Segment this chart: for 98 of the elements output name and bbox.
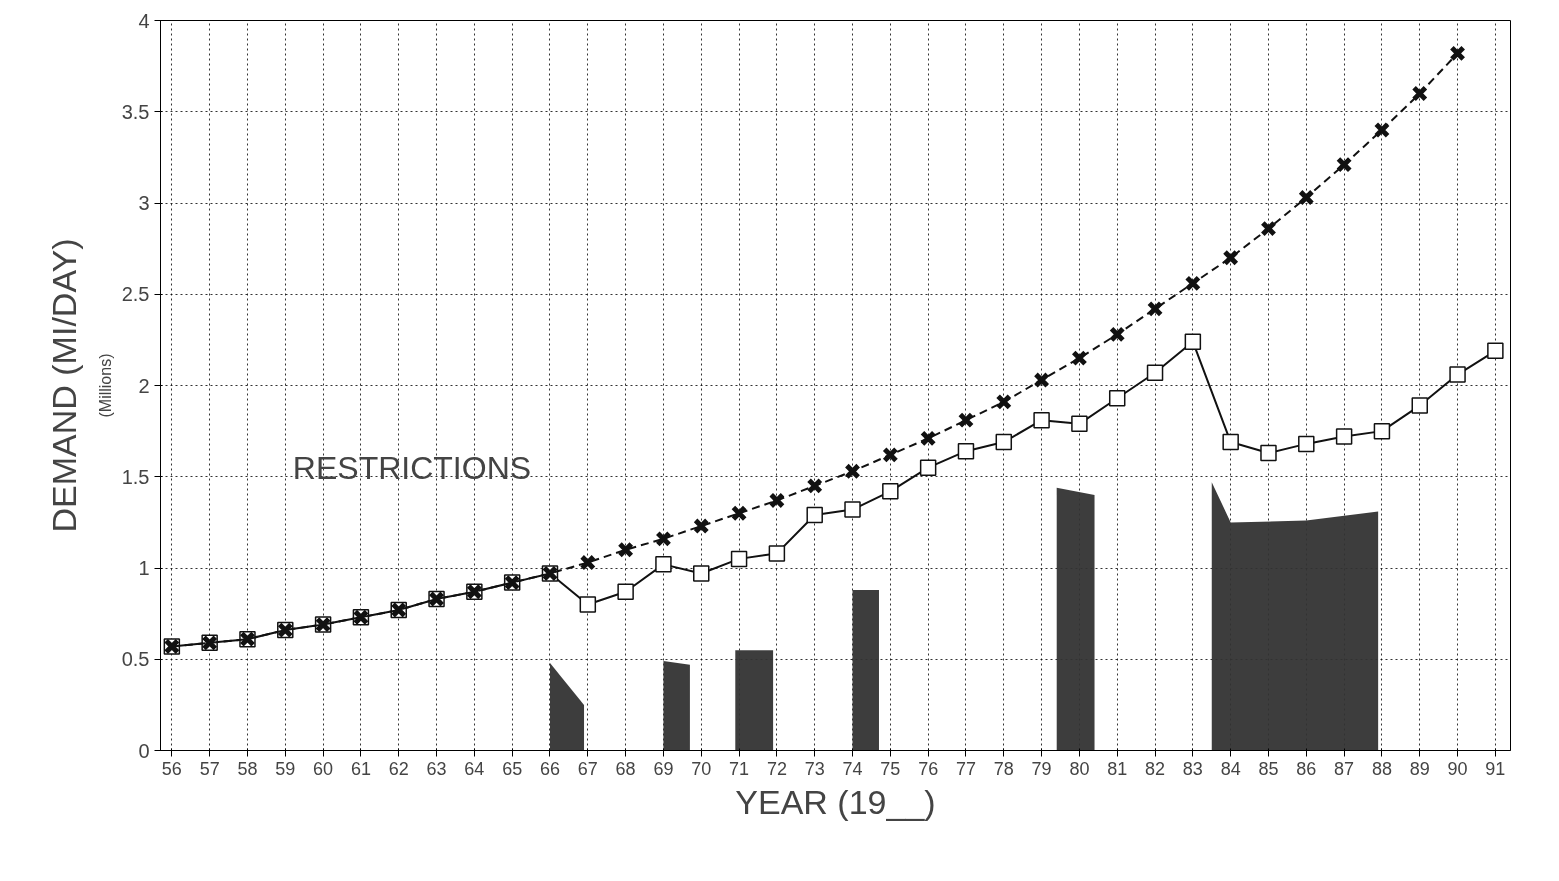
point xyxy=(1487,342,1504,360)
point xyxy=(1373,422,1391,440)
x-tick-label: 87 xyxy=(1334,758,1355,779)
x-tick-label: 79 xyxy=(1031,758,1052,779)
x-tick-label: 84 xyxy=(1220,758,1241,779)
x-tick-label: 91 xyxy=(1485,758,1506,779)
point xyxy=(1109,326,1126,343)
x-tick-label: 67 xyxy=(577,758,598,779)
point xyxy=(957,412,975,429)
point xyxy=(1222,433,1239,451)
y-tick-label: 2.5 xyxy=(121,283,150,306)
point xyxy=(693,565,710,582)
y-tick-label: 3 xyxy=(138,192,150,214)
x-tick-label: 76 xyxy=(918,758,939,779)
x-tick-label: 64 xyxy=(464,758,485,779)
point xyxy=(579,596,597,613)
point xyxy=(1071,415,1088,433)
text: (Millions) xyxy=(96,353,114,418)
x-tick-label: 56 xyxy=(161,758,182,779)
point xyxy=(995,393,1012,411)
x-tick-label: 62 xyxy=(388,758,409,779)
point xyxy=(919,459,937,476)
point xyxy=(693,517,710,535)
x-tick-label: 70 xyxy=(691,758,712,779)
x-tick-label: 65 xyxy=(502,758,523,779)
x-tick-label: 68 xyxy=(615,758,636,779)
x-tick-label: 73 xyxy=(804,758,825,779)
point xyxy=(1108,390,1126,407)
x-tick-label: 78 xyxy=(993,758,1014,779)
x-tick-label: 74 xyxy=(842,758,863,779)
x-tick-label: 77 xyxy=(955,758,976,779)
point xyxy=(1071,349,1088,367)
x-tick-label: 57 xyxy=(199,758,220,779)
point xyxy=(844,501,861,518)
y-tick-label: 3.5 xyxy=(121,100,150,123)
point xyxy=(617,583,634,600)
x-tick-label: 82 xyxy=(1145,758,1166,779)
point xyxy=(1298,435,1315,453)
point xyxy=(1298,189,1315,206)
x-tick-label: 60 xyxy=(313,758,334,779)
point xyxy=(768,492,786,509)
point xyxy=(730,550,748,568)
point xyxy=(1411,85,1428,102)
point xyxy=(1449,366,1466,383)
point xyxy=(1335,156,1353,173)
x-tick-label: 88 xyxy=(1371,758,1392,779)
y-tick-label: 0.5 xyxy=(121,648,150,671)
point xyxy=(1373,121,1391,139)
y-tick-label: 0 xyxy=(138,739,150,762)
point xyxy=(1146,364,1164,381)
x-tick-label: 59 xyxy=(275,758,296,779)
y-tick-label: 2 xyxy=(138,374,150,397)
x-tick-label: 71 xyxy=(729,758,750,779)
point xyxy=(806,506,823,524)
point xyxy=(806,477,823,495)
point xyxy=(957,442,975,460)
point xyxy=(882,446,899,464)
x-tick-label: 81 xyxy=(1107,758,1128,779)
point xyxy=(919,430,937,447)
point xyxy=(617,541,634,558)
x-axis-title: YEAR (19__) xyxy=(735,782,936,821)
point xyxy=(1260,220,1277,237)
y-tick-label: 4 xyxy=(138,9,150,32)
x-tick-label: 69 xyxy=(653,758,674,779)
x-tick-label: 63 xyxy=(426,758,447,779)
point xyxy=(1033,411,1050,429)
x-tick-label: 90 xyxy=(1447,758,1468,779)
x-tick-label: 66 xyxy=(539,758,561,779)
point xyxy=(1033,371,1050,389)
point xyxy=(1335,428,1353,445)
x-tick-label: 89 xyxy=(1409,758,1430,779)
annotation: RESTRICTIONS xyxy=(292,449,532,486)
point xyxy=(1222,249,1239,266)
y-tick-label: 1.5 xyxy=(121,465,150,488)
point xyxy=(844,463,861,480)
point xyxy=(995,433,1013,451)
x-tick-label: 61 xyxy=(350,758,371,779)
point xyxy=(579,554,596,571)
point xyxy=(730,505,748,522)
point xyxy=(1260,444,1277,462)
y-tick-label: 1 xyxy=(138,557,150,579)
point xyxy=(1411,397,1428,414)
x-tick-label: 72 xyxy=(766,758,787,779)
point xyxy=(1184,275,1202,292)
point xyxy=(655,556,672,573)
x-tick-label: 80 xyxy=(1069,758,1090,779)
point xyxy=(655,530,672,547)
point xyxy=(1146,300,1164,318)
x-tick-label: 83 xyxy=(1182,758,1203,779)
x-tick-label: 75 xyxy=(880,758,901,779)
point xyxy=(882,483,899,500)
y-axis-title: DEMAND (MI/DAY) xyxy=(44,238,83,533)
point xyxy=(1449,45,1466,62)
x-tick-label: 58 xyxy=(237,758,258,779)
point xyxy=(1184,333,1202,350)
x-tick-label: 86 xyxy=(1296,758,1317,779)
point xyxy=(768,545,786,562)
x-tick-label: 85 xyxy=(1258,758,1279,779)
